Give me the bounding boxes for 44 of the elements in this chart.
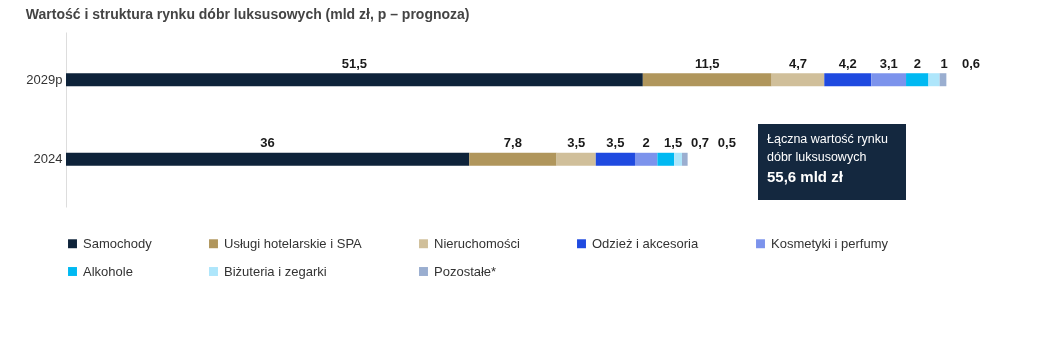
y-tick-label: 2024 bbox=[33, 151, 63, 167]
bar bbox=[771, 73, 825, 87]
legend-label: Kosmetyki i perfumy bbox=[771, 235, 889, 251]
data-label: 51,5 bbox=[341, 55, 368, 71]
bar bbox=[469, 152, 557, 166]
data-label: 4,7 bbox=[788, 55, 807, 71]
data-label: 4,2 bbox=[838, 55, 857, 71]
legend-label: Pozostałe* bbox=[434, 263, 497, 279]
data-label: 2 bbox=[913, 55, 921, 71]
bar bbox=[66, 73, 643, 87]
legend-label: Samochody bbox=[83, 235, 153, 251]
bar bbox=[595, 152, 635, 166]
y-tick-label: 2029p bbox=[26, 71, 63, 87]
data-label: 36 bbox=[260, 135, 275, 151]
bar bbox=[928, 73, 940, 87]
bar bbox=[66, 152, 470, 166]
bar bbox=[871, 73, 907, 87]
bar bbox=[556, 152, 596, 166]
data-label: 7,8 bbox=[503, 135, 522, 151]
data-label: 11,5 bbox=[694, 55, 720, 71]
annotation: Łączna wartość rynku dóbr luksusowych 55,6 mld zł bbox=[767, 132, 888, 185]
bar bbox=[682, 152, 688, 166]
data-label: 1 bbox=[940, 55, 948, 71]
data-label: 0,5 bbox=[717, 135, 736, 151]
bar bbox=[634, 152, 658, 166]
bar bbox=[939, 73, 947, 87]
data-label: 3,5 bbox=[606, 135, 625, 151]
legend-label: Alkohole bbox=[83, 263, 133, 279]
chart-title: Wartość i struktura rynku dóbr luksusowych (mld zł, p – prognoza) bbox=[25, 6, 470, 22]
bar bbox=[906, 73, 929, 87]
bar bbox=[657, 152, 675, 166]
data-label: 2 bbox=[642, 135, 650, 151]
data-label: 0,7 bbox=[690, 135, 709, 151]
bar bbox=[674, 152, 683, 166]
bar bbox=[642, 73, 772, 87]
legend-label: Nieruchomości bbox=[434, 235, 521, 251]
data-label: 1,5 bbox=[664, 135, 683, 151]
legend-label: Odzież i akcesoria bbox=[592, 235, 699, 251]
data-label: 0,6 bbox=[961, 55, 981, 71]
bar bbox=[824, 73, 872, 87]
data-label: 3,1 bbox=[879, 55, 898, 71]
legend-label: Biżuteria i zegarki bbox=[224, 263, 327, 279]
data-label: 3,5 bbox=[567, 135, 586, 151]
legend-label: Usługi hotelarskie i SPA bbox=[224, 235, 363, 251]
